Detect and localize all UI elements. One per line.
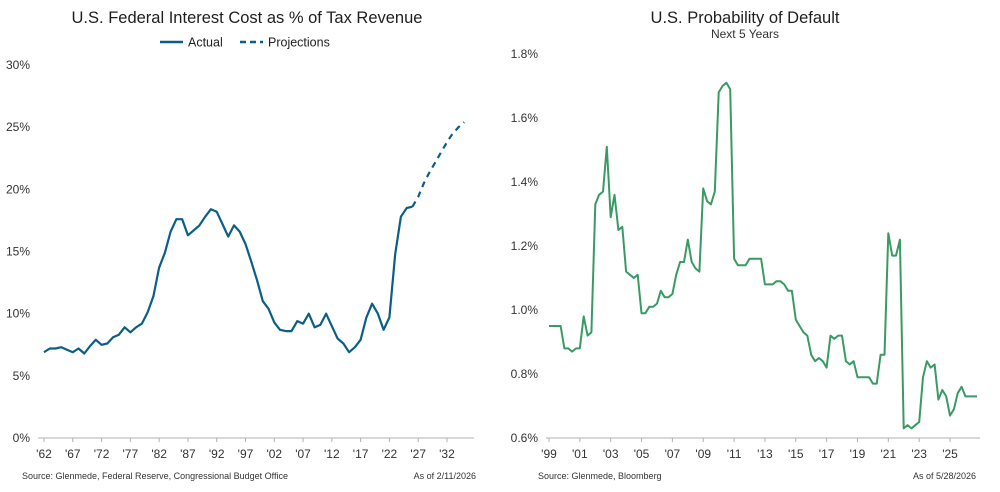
interest-cost-chart: U.S. Federal Interest Cost as % of Tax R… — [0, 0, 500, 487]
chart-title: U.S. Probability of Default — [651, 9, 840, 27]
series-line-default-probability — [549, 81, 977, 430]
y-tick-label: 15% — [6, 245, 30, 259]
y-tick-label: 30% — [6, 58, 30, 72]
x-tick-label: '25 — [942, 447, 958, 461]
y-tick-label: 20% — [6, 182, 30, 196]
x-tick-label: '82 — [151, 447, 167, 461]
x-tick-label: '99 — [541, 447, 557, 461]
x-tick-label: '62 — [36, 447, 52, 461]
x-tick-label: '21 — [880, 447, 896, 461]
x-tick-label: '67 — [65, 447, 81, 461]
as-of-date: As of 5/28/2026 — [913, 471, 976, 481]
default-probability-chart: U.S. Probability of Default Next 5 Years… — [500, 0, 1000, 487]
x-tick-label: '12 — [324, 447, 340, 461]
y-tick-label: 1.6% — [511, 111, 539, 125]
legend-projections-label: Projections — [268, 36, 330, 50]
x-axis-ticks: '99 '01 '03 '05 '07 '09 '11 '13 '15 '17 '19 '21 '23 '… — [541, 438, 958, 461]
x-tick-label: '07 — [295, 447, 311, 461]
y-tick-label: 1.8% — [511, 47, 539, 61]
x-tick-label: '17 — [819, 447, 835, 461]
x-tick-label: '17 — [353, 447, 369, 461]
default-probability-chart-svg: U.S. Probability of Default Next 5 Years… — [511, 9, 980, 481]
x-tick-label: '97 — [238, 447, 254, 461]
x-tick-label: '05 — [634, 447, 650, 461]
x-tick-label: '77 — [123, 447, 139, 461]
y-tick-label: 1.4% — [511, 175, 539, 189]
x-tick-label: '92 — [209, 447, 225, 461]
y-tick-label: 0.6% — [511, 431, 539, 445]
legend-actual-label: Actual — [188, 36, 223, 50]
x-tick-label: '11 — [727, 447, 742, 461]
y-tick-label: 0% — [13, 431, 31, 445]
source-note: Source: Glenmede, Bloomberg — [538, 471, 662, 481]
as-of-date: As of 2/11/2026 — [414, 471, 476, 481]
x-tick-label: '72 — [94, 447, 110, 461]
x-tick-label: '02 — [266, 447, 282, 461]
y-axis-ticks: 0.6% 0.8% 1.0% 1.2% 1.4% 1.6% 1.8% — [511, 47, 539, 445]
x-tick-label: '23 — [911, 447, 927, 461]
x-tick-label: '19 — [850, 447, 866, 461]
series-line-projections — [411, 121, 465, 208]
y-tick-label: 5% — [13, 369, 31, 383]
x-tick-label: '27 — [410, 447, 426, 461]
x-tick-label: '15 — [788, 447, 804, 461]
x-tick-label: '07 — [665, 447, 681, 461]
y-axis-ticks: 0% 5% 10% 15% 20% 25% 30% — [6, 58, 30, 445]
x-tick-label: '32 — [439, 447, 455, 461]
interest-cost-chart-svg: U.S. Federal Interest Cost as % of Tax R… — [6, 9, 476, 481]
y-tick-label: 1.0% — [511, 303, 539, 317]
y-tick-label: 25% — [6, 120, 30, 134]
y-tick-label: 0.8% — [511, 367, 539, 381]
y-tick-label: 10% — [6, 307, 30, 321]
x-tick-label: '87 — [180, 447, 196, 461]
x-tick-label: '22 — [382, 447, 398, 461]
y-tick-label: 1.2% — [511, 239, 539, 253]
x-tick-label: '01 — [572, 447, 588, 461]
series-line-actual — [43, 205, 413, 355]
x-tick-label: '13 — [757, 447, 773, 461]
x-axis-ticks: '62 '67 '72 '77 '82 '87 '92 '97 '02 '07 '12 '17 '22 '… — [36, 438, 455, 461]
x-tick-label: '03 — [603, 447, 619, 461]
x-tick-label: '09 — [695, 447, 711, 461]
chart-title: U.S. Federal Interest Cost as % of Tax R… — [72, 9, 423, 27]
legend: Actual Projections — [160, 36, 330, 50]
source-note: Source: Glenmede, Federal Reserve, Congr… — [22, 471, 288, 481]
chart-subtitle: Next 5 Years — [711, 27, 779, 41]
